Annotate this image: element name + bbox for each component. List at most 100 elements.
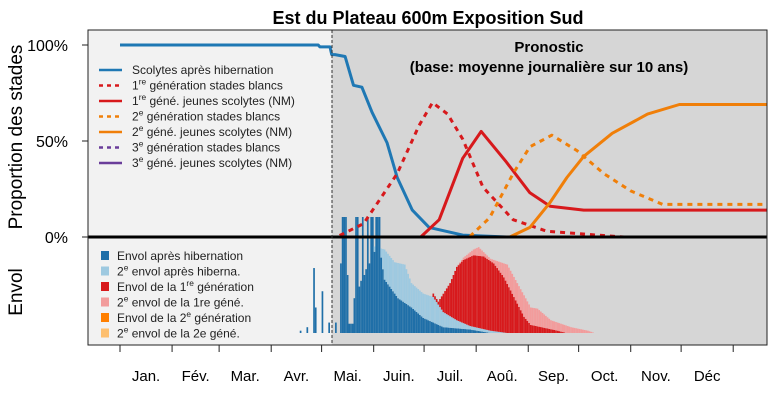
- flight-bar-second-hibernation: [444, 313, 446, 328]
- flight-bar-1re-generation: [556, 330, 559, 333]
- flight-bar-1re-generation: [484, 257, 487, 330]
- flight-bar-second-1re-gene: [558, 323, 561, 332]
- flight-bar-hibernation: [313, 268, 315, 333]
- flight-bar-1re-generation: [466, 258, 468, 325]
- flight-bar-second-1re-gene: [528, 304, 530, 323]
- y-axis-label-top: Proportion des stades: [6, 45, 27, 230]
- flight-bar-second-hibernation: [429, 295, 431, 322]
- flight-bar-second-1re-gene: [538, 310, 540, 327]
- flight-bar-hibernation: [419, 314, 421, 333]
- flight-bar-second-1re-gene: [541, 312, 544, 328]
- flight-bar-1re-generation: [496, 268, 498, 332]
- flight-bar-hibernation: [477, 330, 480, 333]
- flight-bar-hibernation: [405, 304, 408, 333]
- flight-bar-1re-generation: [533, 325, 535, 333]
- flight-bar-second-1re-gene: [575, 328, 577, 333]
- flight-bar-1re-generation: [531, 325, 534, 333]
- flight-bar-second-1re-gene: [479, 248, 482, 257]
- flight-bar-second-hibernation: [476, 327, 478, 331]
- legend-label: 1re génération stades blancs: [132, 77, 283, 93]
- flight-bar-second-hibernation: [440, 309, 443, 327]
- flight-bar-hibernation: [434, 323, 436, 333]
- flight-bar-second-1re-gene: [588, 331, 591, 333]
- flight-bar-1re-generation: [509, 290, 512, 333]
- flight-bar-hibernation: [471, 329, 473, 333]
- month-label: Fév.: [182, 368, 210, 385]
- flight-bar-second-hibernation: [390, 257, 393, 289]
- flight-bar-hibernation: [363, 275, 366, 333]
- legend-item: 2e envol de la 1re géné.: [101, 294, 244, 310]
- flight-bar-second-hibernation: [481, 328, 483, 332]
- flight-bar-hibernation: [482, 331, 485, 333]
- flight-bar-1re-generation: [471, 256, 473, 327]
- flight-bar-second-1re-gene: [519, 289, 522, 311]
- flight-bar-hibernation: [328, 322, 330, 333]
- flight-bar-second-1re-gene: [481, 250, 483, 257]
- month-label: Avr.: [284, 368, 310, 385]
- flight-bar-second-hibernation: [414, 286, 416, 311]
- flight-bar-hibernation: [361, 217, 364, 333]
- legend-label: Envol de la 1re génération: [117, 278, 254, 294]
- series-line-0: [120, 43, 767, 239]
- flight-bar-1re-generation: [555, 330, 557, 333]
- flight-bar-second-hibernation: [430, 296, 433, 322]
- flight-bar-hibernation: [366, 217, 369, 333]
- flight-bar-second-hibernation: [447, 315, 450, 328]
- flight-bar-second-1re-gene: [513, 276, 515, 298]
- legend-label: 2e envol après hiberna.: [117, 263, 240, 279]
- flight-bar-hibernation: [414, 310, 416, 333]
- flight-bar-second-hibernation: [487, 330, 490, 333]
- flight-bar-1re-generation: [435, 298, 438, 303]
- flight-bar-hibernation: [449, 327, 451, 333]
- month-label: Mai.: [333, 368, 361, 385]
- flight-bar-hibernation: [378, 217, 381, 333]
- flight-bar-1re-generation: [526, 320, 529, 333]
- flight-bar-1re-generation: [477, 255, 480, 328]
- flight-bar-hibernation: [351, 323, 354, 333]
- flight-bar-second-1re-gene: [583, 329, 586, 333]
- flight-bar-second-1re-gene: [508, 267, 510, 288]
- flight-bar-second-1re-gene: [565, 325, 567, 333]
- flight-bar-second-1re-gene: [580, 329, 582, 333]
- flight-bar-second-hibernation: [408, 278, 411, 307]
- flight-bar-1re-generation: [528, 322, 530, 333]
- flight-bar-hibernation: [387, 284, 389, 333]
- flight-bar-1re-generation: [464, 259, 467, 324]
- flight-bar-second-hibernation: [486, 329, 488, 333]
- legend-label: 2e génération stades blancs: [132, 108, 280, 124]
- month-label: Jan.: [132, 368, 160, 385]
- flight-bar-second-hibernation: [422, 293, 425, 318]
- flight-bar-second-1re-gene: [566, 326, 569, 333]
- flight-bar-hibernation: [459, 328, 462, 333]
- legend-item: 3e géné. jeunes scolytes (NM): [99, 154, 292, 170]
- flight-bar-1re-generation: [445, 288, 448, 315]
- flight-bar-hibernation: [466, 329, 468, 333]
- flight-bar-second-hibernation: [424, 294, 426, 319]
- flight-bar-hibernation: [479, 331, 482, 333]
- flight-bar-hibernation: [358, 286, 361, 333]
- flight-bar-hibernation: [439, 325, 441, 333]
- flight-bar-second-hibernation: [398, 263, 401, 300]
- flight-bar-second-1re-gene: [506, 264, 509, 284]
- legend-item: Envol de la 2e génération: [101, 309, 251, 325]
- flight-bar-1re-generation: [551, 329, 554, 333]
- flight-bar-second-1re-gene: [563, 324, 566, 333]
- flight-bar-1re-generation: [511, 293, 514, 333]
- flight-bar-second-1re-gene: [469, 252, 472, 257]
- flight-bar-hibernation: [400, 300, 403, 333]
- flight-bar-second-hibernation: [388, 255, 391, 287]
- flight-bar-hibernation: [472, 330, 475, 333]
- flight-bar-second-hibernation: [496, 331, 498, 333]
- flight-bar-second-1re-gene: [494, 260, 497, 266]
- flight-bar-hibernation: [445, 327, 448, 333]
- chart-title: Est du Plateau 600m Exposition Sud: [272, 8, 583, 28]
- flight-bar-second-1re-gene: [476, 247, 478, 256]
- flight-bar-1re-generation: [521, 313, 524, 333]
- flight-bar-second-hibernation: [432, 297, 435, 323]
- flight-bar-hibernation: [388, 286, 391, 333]
- flight-bar-hibernation: [385, 281, 388, 333]
- flight-bar-second-1re-gene: [486, 255, 488, 259]
- flight-bar-hibernation: [454, 328, 456, 333]
